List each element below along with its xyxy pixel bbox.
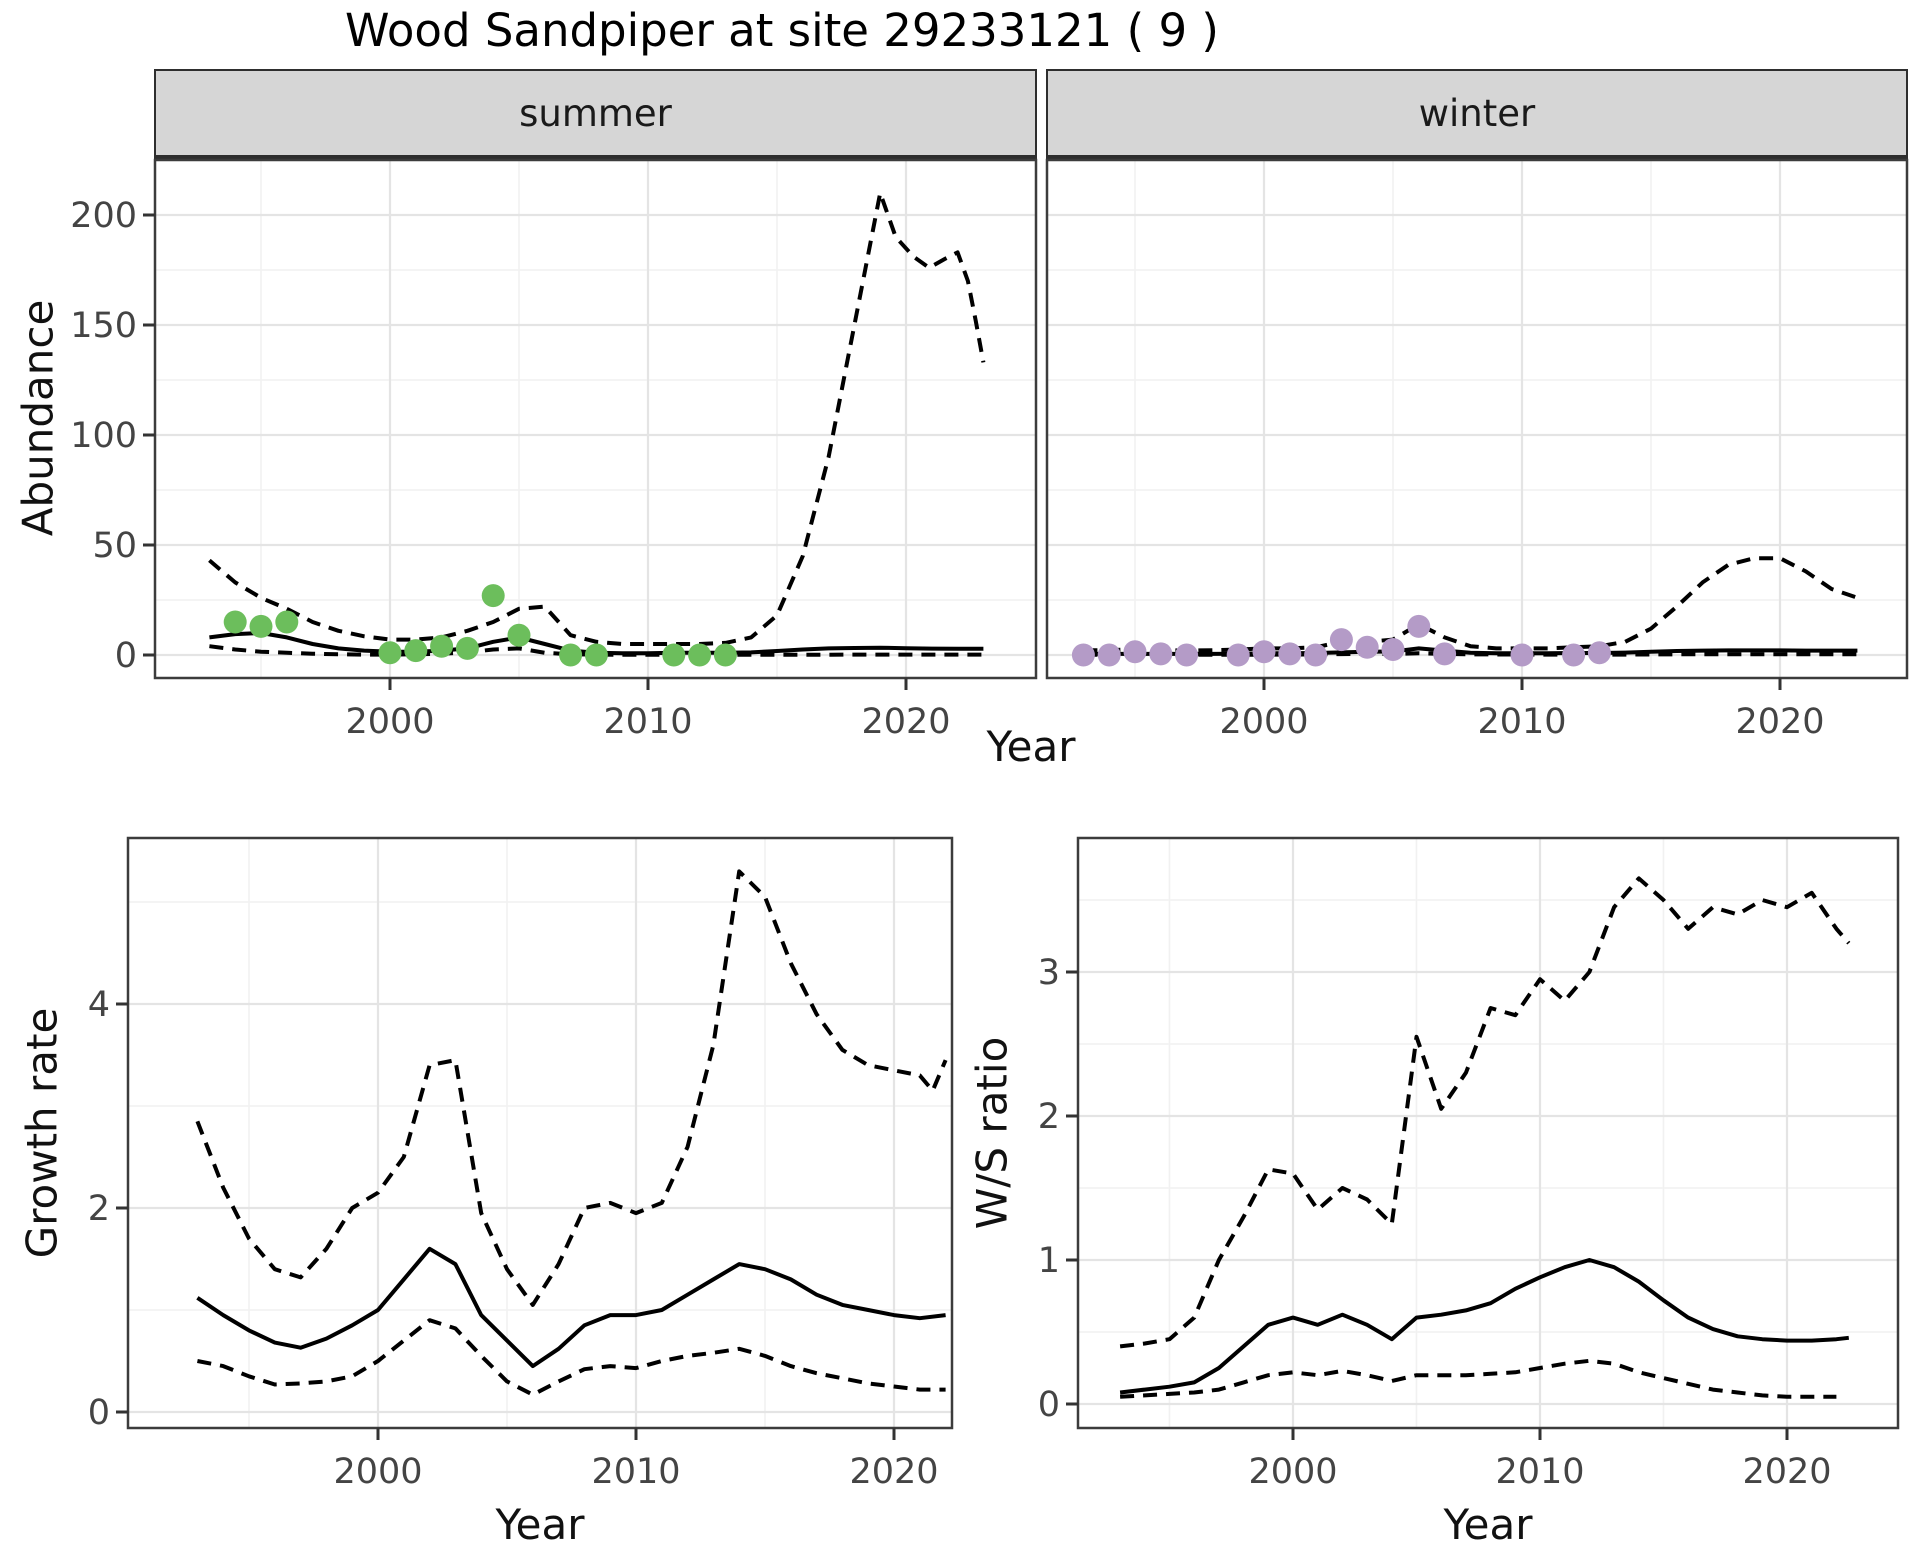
series-group (195, 869, 948, 1397)
panel-background (1078, 838, 1898, 1428)
y-tick-label: 3 (1038, 953, 1060, 993)
y-tick-label: 2 (88, 1189, 110, 1229)
abundance-summer-data-point (275, 610, 299, 634)
y-tick-label: 0 (88, 1393, 110, 1433)
abundance-axis-title: Abundance (13, 299, 63, 537)
abundance-winter-data-point (1149, 642, 1173, 666)
abundance-winter-data-point (1278, 642, 1302, 666)
abundance-summer-lower_95ci-line (209, 644, 984, 657)
growth-rate-median-line (196, 1246, 946, 1369)
abundance-summer-data-point (713, 643, 737, 667)
panel-border (153, 158, 1038, 680)
growth-rate-axis-title: Growth rate (17, 1007, 67, 1259)
facet-strip (1046, 69, 1908, 157)
abundance-winter-data-point (1587, 641, 1611, 665)
panel-abundance-winter: 2000 2010 2020 (1045, 69, 1909, 742)
abundance-summer-data-point (559, 643, 583, 667)
abundance-summer-data-point (662, 643, 686, 667)
growth-rate-upper_95ci-line (195, 869, 948, 1307)
abundance-summer-data-point (584, 643, 608, 667)
abundance-summer-data-point (481, 584, 505, 608)
abundance-summer-data-point (378, 641, 402, 665)
abundance-summer-data-point (404, 639, 428, 663)
panel-ws-ratio: 2000 2010 2020 0 1 2 3 (1038, 836, 1900, 1492)
abundance-summer-data-point (430, 634, 454, 658)
abundance-winter-data-point (1071, 643, 1095, 667)
abundance-winter-lower_95ci-line (1083, 651, 1858, 657)
abundance-winter-data-point (1381, 638, 1405, 661)
abundance-summer-data-point (688, 643, 712, 667)
x-tick-label: 2000 (345, 702, 434, 742)
x-tick-label: 2010 (1477, 702, 1566, 742)
panel-abundance-summer: 2000 2010 2020 0 50 100 150 200 (70, 69, 1038, 742)
y-tick-label: 0 (115, 636, 137, 676)
abundance-winter-median-line (1083, 646, 1858, 656)
abundance-winter-data-point (1510, 643, 1534, 667)
x-tick-label: 2010 (1495, 1452, 1584, 1492)
ws-ratio-axis-title: W/S ratio (967, 1036, 1017, 1230)
x-tick-label: 2020 (1735, 702, 1824, 742)
series-group (1119, 876, 1851, 1399)
top-year-axis-title: Year (986, 722, 1076, 771)
y-tick-label: 200 (70, 196, 137, 236)
y-tick-label: 1 (1038, 1241, 1060, 1281)
abundance-summer-data-point (249, 614, 273, 638)
panel-border (126, 836, 954, 1430)
x-tick-label: 2000 (1219, 702, 1308, 742)
facet-strip (154, 69, 1037, 157)
growth-rate-lower_95ci-line (197, 1318, 946, 1397)
y-tick-label: 2 (1038, 1097, 1060, 1137)
abundance-winter-data-point (1407, 614, 1431, 638)
x-tick-label: 2010 (591, 1452, 680, 1492)
abundance-summer-data-point (507, 623, 531, 647)
panel-growth-rate: 2000 2010 2020 0 2 4 (88, 836, 954, 1492)
panel-border (1076, 836, 1900, 1430)
abundance-winter-data-point (1329, 628, 1353, 652)
facet-strip-label-summer: summer (519, 91, 672, 135)
panel-background (155, 160, 1036, 678)
y-tick-label: 150 (70, 306, 137, 346)
panel-background (128, 838, 952, 1428)
x-tick-label: 2000 (333, 1452, 422, 1492)
abundance-winter-data-point (1123, 640, 1147, 664)
y-tick-label: 4 (88, 985, 110, 1025)
growth-year-axis-title: Year (495, 1500, 585, 1549)
chart-title: Wood Sandpiper at site 29233121 ( 9 ) (345, 4, 1219, 57)
panel-border (1045, 158, 1909, 680)
ws-year-axis-title: Year (1443, 1500, 1533, 1549)
x-tick-label: 2020 (849, 1452, 938, 1492)
y-tick-label: 50 (92, 526, 137, 566)
abundance-winter-data-point (1304, 643, 1328, 667)
panel-background (1047, 160, 1907, 678)
abundance-winter-data-point (1175, 643, 1199, 667)
ws-ratio-median-line (1119, 1258, 1850, 1395)
series-group (1071, 556, 1859, 667)
ws-ratio-upper_95ci-line (1119, 876, 1851, 1349)
abundance-summer-upper_95ci-line (208, 191, 986, 646)
abundance-winter-data-point (1433, 642, 1457, 666)
x-tick-label: 2010 (603, 702, 692, 742)
abundance-winter-data-point (1226, 643, 1250, 667)
abundance-winter-data-point (1562, 643, 1586, 667)
abundance-winter-data-point (1355, 635, 1379, 659)
x-tick-label: 2020 (861, 702, 950, 742)
ws-ratio-lower_95ci-line (1119, 1358, 1837, 1399)
y-tick-label: 100 (70, 416, 137, 456)
abundance-winter-data-point (1097, 643, 1121, 667)
abundance-summer-data-point (223, 610, 247, 634)
abundance-winter-data-point (1252, 640, 1276, 664)
abundance-summer-data-point (455, 636, 479, 660)
series-group (208, 191, 986, 667)
x-tick-label: 2000 (1248, 1452, 1337, 1492)
facet-strip-label-winter: winter (1418, 91, 1536, 135)
y-tick-label: 0 (1038, 1385, 1060, 1425)
abundance-winter-upper_95ci-line (1083, 556, 1859, 653)
x-tick-label: 2020 (1742, 1452, 1831, 1492)
